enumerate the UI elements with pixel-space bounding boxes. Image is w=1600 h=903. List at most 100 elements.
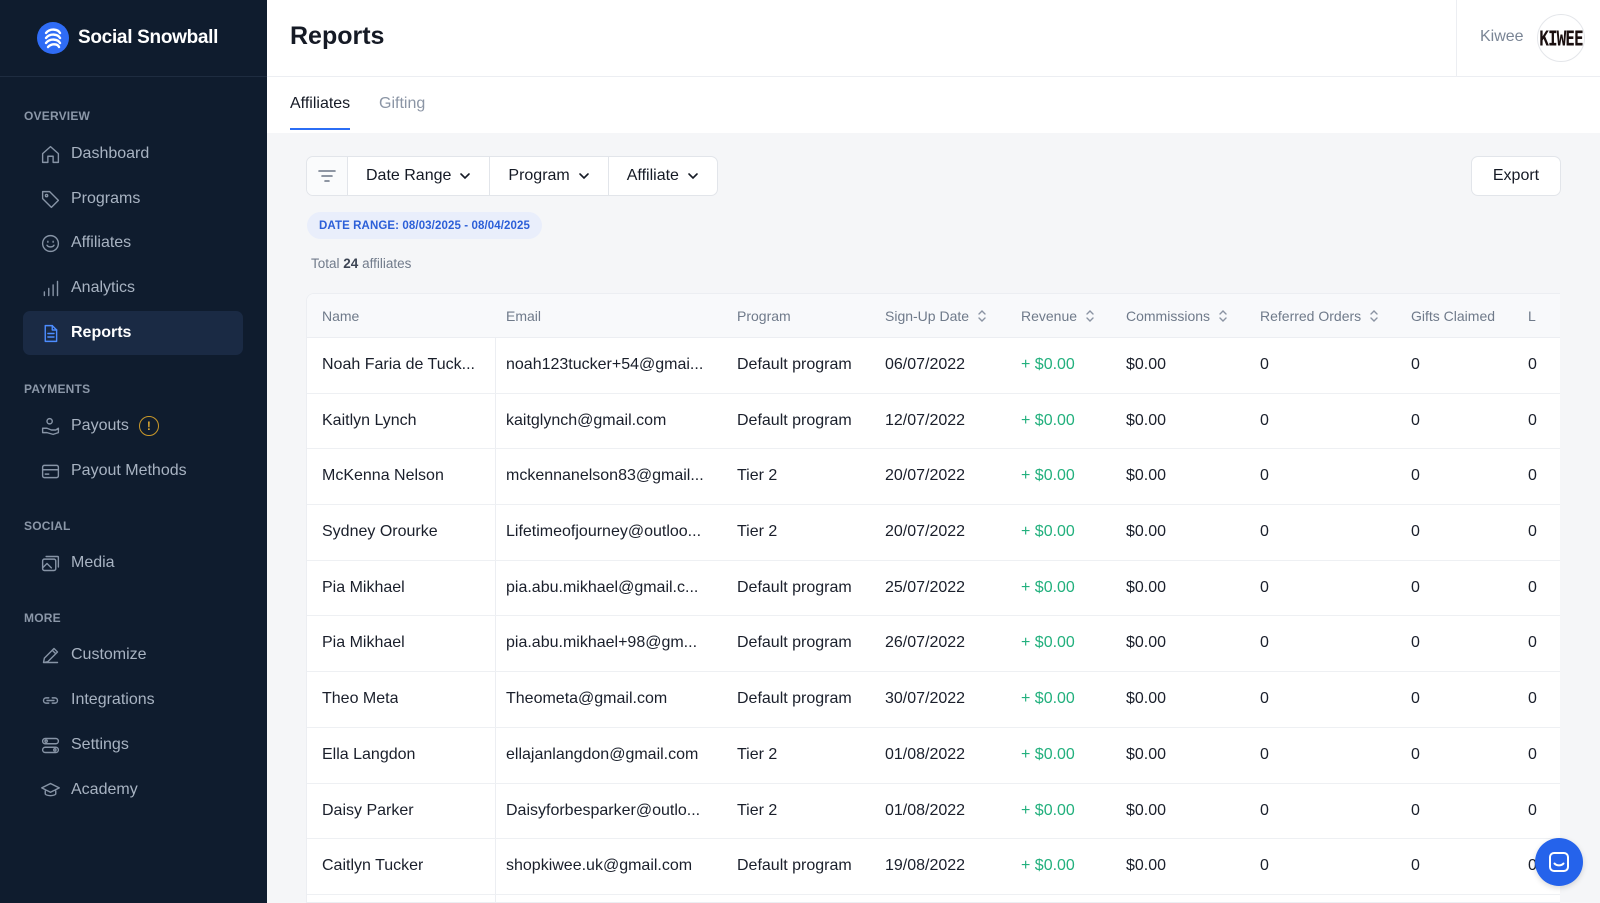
- cell-revenue: + $0.00: [1021, 801, 1075, 819]
- sidebar-item-label: Analytics: [71, 279, 136, 296]
- column-header-label: Gifts Claimed: [1411, 308, 1496, 324]
- sort-icon[interactable]: [1369, 309, 1379, 323]
- filter-toggle-button[interactable]: [307, 157, 347, 195]
- program-dropdown[interactable]: Program: [489, 157, 607, 195]
- filter-lines-icon: [318, 170, 336, 182]
- table-row[interactable]: Sydney Orourke Lifetimeofjourney@outloo..…: [307, 505, 1560, 561]
- column-header-label: Commissions: [1126, 308, 1211, 324]
- cell-extra: 0: [1528, 578, 1537, 596]
- sort-icon[interactable]: [977, 309, 987, 323]
- cell-commissions: $0.00: [1126, 634, 1167, 652]
- cell-revenue: + $0.00: [1021, 690, 1075, 708]
- cell-program: Default program: [737, 634, 852, 652]
- sidebar-item-payouts[interactable]: Payouts !: [23, 404, 243, 448]
- cell-gifts-claimed: 0: [1411, 523, 1420, 541]
- table-header: Name Email Program Sign-Up Date Revenue Commi…: [307, 294, 1560, 338]
- cell-referred-orders: 0: [1260, 745, 1269, 763]
- table-row[interactable]: Daisy Parker Daisyforbesparker@outlo... Ti…: [307, 784, 1560, 840]
- tag-icon: [39, 188, 61, 210]
- cell-gifts-claimed: 0: [1411, 745, 1420, 763]
- total-affiliates: Total 24 affiliates: [311, 256, 411, 271]
- table-row[interactable]: Pia Mikhael pia.abu.mikhael+98@gm... Defau…: [307, 616, 1560, 673]
- cell-commissions: $0.00: [1126, 356, 1167, 373]
- sidebar-item-analytics[interactable]: Analytics: [23, 266, 243, 310]
- cell-name: McKenna Nelson: [322, 467, 444, 485]
- tab-affiliates[interactable]: Affiliates: [290, 95, 351, 130]
- sidebar-item-reports[interactable]: Reports: [23, 311, 243, 355]
- sidebar-item-label: Reports: [71, 324, 132, 341]
- cell-signup-date: 12/07/2022: [885, 411, 966, 429]
- sidebar-item-dashboard[interactable]: Dashboard: [23, 132, 243, 176]
- affiliate-dropdown[interactable]: Affiliate: [607, 157, 717, 195]
- table-row[interactable]: Noah Faria de Tuck... noah123tucker+54@gm…: [307, 338, 1560, 394]
- cell-referred-orders: 0: [1260, 356, 1269, 373]
- column-header-label: Program: [737, 308, 791, 324]
- column-header-revenue[interactable]: Revenue: [1021, 308, 1095, 324]
- cell-referred-orders: 0: [1260, 411, 1269, 429]
- table-row[interactable]: Pia Mikhael pia.abu.mikhael@gmail.c... Def…: [307, 561, 1560, 617]
- cell-email: pia.abu.mikhael+98@gm...: [506, 634, 698, 652]
- table-row[interactable]: McKenna Nelson mckennanelson83@gmail... Ti…: [307, 449, 1560, 506]
- name-column-divider: [495, 294, 496, 902]
- avatar[interactable]: KIWEE: [1537, 14, 1585, 62]
- sidebar-item-payout-methods[interactable]: Payout Methods: [23, 449, 243, 493]
- cell-email: shopkiwee.uk@gmail.com: [506, 857, 693, 875]
- cell-email: Daisyforbesparker@outlo...: [506, 801, 701, 819]
- sidebar-item-programs[interactable]: Programs: [23, 177, 243, 221]
- cell-email: noah123tucker+54@gmai...: [506, 356, 704, 373]
- brand[interactable]: Social Snowball: [0, 0, 267, 77]
- column-header-label: L: [1528, 308, 1536, 324]
- column-header-label: Name: [322, 308, 360, 324]
- table-row[interactable]: Kaitlyn Lynch kaitglynch@gmail.com Default…: [307, 394, 1560, 450]
- report-tabs: Affiliates Gifting: [267, 77, 1600, 133]
- export-button[interactable]: Export: [1471, 156, 1561, 196]
- affiliate-label: Affiliate: [626, 167, 679, 184]
- sidebar-item-settings[interactable]: Settings: [23, 723, 243, 767]
- date-range-pill[interactable]: DATE RANGE: 08/03/2025 - 08/04/2025: [307, 212, 543, 239]
- column-header-label: Email: [506, 308, 542, 324]
- table-row[interactable]: Theo Meta Theometa@gmail.com Default progr…: [307, 672, 1560, 728]
- cell-program: Default program: [737, 857, 852, 875]
- chat-icon: [1549, 852, 1569, 872]
- cell-gifts-claimed: 0: [1411, 467, 1420, 485]
- sidebar-item-media[interactable]: Media: [23, 541, 243, 585]
- cell-referred-orders: 0: [1260, 690, 1269, 708]
- cell-referred-orders: 0: [1260, 857, 1269, 875]
- sort-icon[interactable]: [1218, 309, 1228, 323]
- sort-icon[interactable]: [1085, 309, 1095, 323]
- column-header-label: Sign-Up Date: [885, 308, 970, 324]
- top-header: Reports Kiwee KIWEE: [267, 0, 1600, 77]
- cell-revenue: + $0.00: [1021, 467, 1075, 485]
- bar-chart-icon: [39, 277, 61, 299]
- sidebar-item-integrations[interactable]: Integrations: [23, 678, 243, 722]
- sidebar-item-label: Payout Methods: [71, 462, 187, 479]
- cell-gifts-claimed: 0: [1411, 634, 1420, 652]
- column-header-referred-orders[interactable]: Referred Orders: [1260, 308, 1379, 324]
- cell-signup-date: 01/08/2022: [885, 801, 966, 819]
- chat-launcher-button[interactable]: [1535, 838, 1583, 886]
- cell-gifts-claimed: 0: [1411, 857, 1420, 875]
- column-header-signup-date[interactable]: Sign-Up Date: [885, 308, 987, 324]
- table-row[interactable]: Caitlyn Tucker shopkiwee.uk@gmail.com Defa…: [307, 839, 1560, 895]
- cell-signup-date: 20/07/2022: [885, 467, 966, 485]
- sidebar-item-academy[interactable]: Academy: [23, 768, 243, 812]
- sidebar-item-customize[interactable]: Customize: [23, 633, 243, 677]
- table-row[interactable]: Ella Langdon ellajanlangdon@gmail.com Tier…: [307, 728, 1560, 784]
- smiley-icon: [39, 232, 61, 254]
- account-name[interactable]: Kiwee: [1480, 28, 1524, 45]
- cell-name: Ella Langdon: [322, 745, 416, 763]
- cell-commissions: $0.00: [1126, 523, 1167, 541]
- date-range-dropdown[interactable]: Date Range: [347, 157, 489, 195]
- date-range-label: Date Range: [366, 167, 452, 184]
- column-header-commissions[interactable]: Commissions: [1126, 308, 1228, 324]
- images-icon: [39, 552, 61, 574]
- cell-revenue: + $0.00: [1021, 356, 1075, 373]
- filter-bar: Date Range Program Affiliate: [306, 156, 718, 196]
- sidebar-item-affiliates[interactable]: Affiliates: [23, 221, 243, 265]
- column-header-program: Program: [737, 308, 791, 324]
- cell-commissions: $0.00: [1126, 690, 1167, 708]
- cell-referred-orders: 0: [1260, 467, 1269, 485]
- tab-gifting[interactable]: Gifting: [379, 95, 426, 112]
- cell-signup-date: 30/07/2022: [885, 690, 966, 708]
- column-header-extra: L: [1528, 308, 1536, 324]
